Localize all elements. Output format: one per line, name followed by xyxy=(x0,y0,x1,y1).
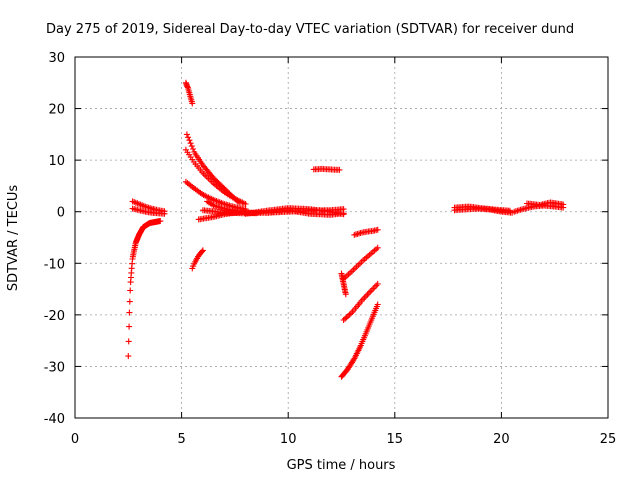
series-arc-19 xyxy=(351,226,381,238)
data-layer xyxy=(125,79,567,380)
x-tick-label: 5 xyxy=(177,432,185,447)
series-arc-23 xyxy=(524,199,567,208)
x-axis-label: GPS time / hours xyxy=(287,458,396,473)
series-markers xyxy=(351,226,381,238)
y-tick-label: -40 xyxy=(44,412,65,427)
series-markers xyxy=(125,218,164,360)
series-markers xyxy=(524,199,567,208)
series-arc-03 xyxy=(129,205,168,217)
series-arc-08 xyxy=(182,178,249,213)
series-arc-13 xyxy=(263,207,347,218)
series-markers xyxy=(340,244,381,282)
tick-layer: 0 5 10 15 20 25 -40 -30 -20 -10 0 10 20 30 xyxy=(44,51,617,447)
y-tick-label: 20 xyxy=(48,103,65,118)
x-tick-label: 10 xyxy=(280,432,297,447)
series-markers xyxy=(129,205,168,217)
y-tick-label: 10 xyxy=(48,154,65,169)
y-tick-label: -20 xyxy=(44,309,65,324)
series-arc-07 xyxy=(182,146,249,207)
chart-title: Day 275 of 2019, Sidereal Day-to-day VTE… xyxy=(46,22,574,37)
series-markers xyxy=(182,79,196,107)
series-markers xyxy=(182,146,249,207)
series-arc-05 xyxy=(189,247,206,272)
y-tick-label: 0 xyxy=(57,206,65,221)
x-tick-label: 20 xyxy=(493,432,510,447)
series-arc-21 xyxy=(451,203,513,214)
series-arc-06 xyxy=(183,131,243,206)
series-arc-01 xyxy=(125,218,164,360)
plot-frame xyxy=(74,56,609,419)
series-arc-04 xyxy=(182,79,196,107)
series-markers xyxy=(183,131,243,206)
series-markers xyxy=(338,301,381,380)
grid-layer xyxy=(75,57,608,418)
y-tick-label: 30 xyxy=(48,51,65,66)
series-arc-14 xyxy=(310,165,343,173)
series-markers xyxy=(451,203,513,214)
series-arc-18 xyxy=(338,301,381,380)
series-markers xyxy=(182,178,249,213)
x-tick-label: 0 xyxy=(71,432,79,447)
series-markers xyxy=(310,165,343,173)
y-axis-label: SDTVAR / TECUs xyxy=(6,185,21,292)
series-arc-16 xyxy=(340,244,381,282)
series-markers xyxy=(340,280,381,323)
series-markers xyxy=(263,207,347,218)
x-tick-label: 25 xyxy=(600,432,617,447)
series-markers xyxy=(189,247,206,272)
y-tick-label: -30 xyxy=(44,360,65,375)
y-tick-label: -10 xyxy=(44,257,65,272)
x-tick-label: 15 xyxy=(387,432,404,447)
series-arc-17 xyxy=(340,280,381,323)
